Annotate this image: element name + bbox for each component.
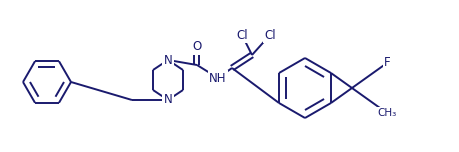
Text: N: N <box>163 93 172 107</box>
Text: CH₃: CH₃ <box>376 108 396 118</box>
Text: Cl: Cl <box>235 29 247 41</box>
Text: F: F <box>383 57 390 69</box>
Text: N: N <box>163 54 172 67</box>
Text: O: O <box>192 40 201 54</box>
Text: Cl: Cl <box>263 29 275 41</box>
Text: NH: NH <box>209 71 226 85</box>
